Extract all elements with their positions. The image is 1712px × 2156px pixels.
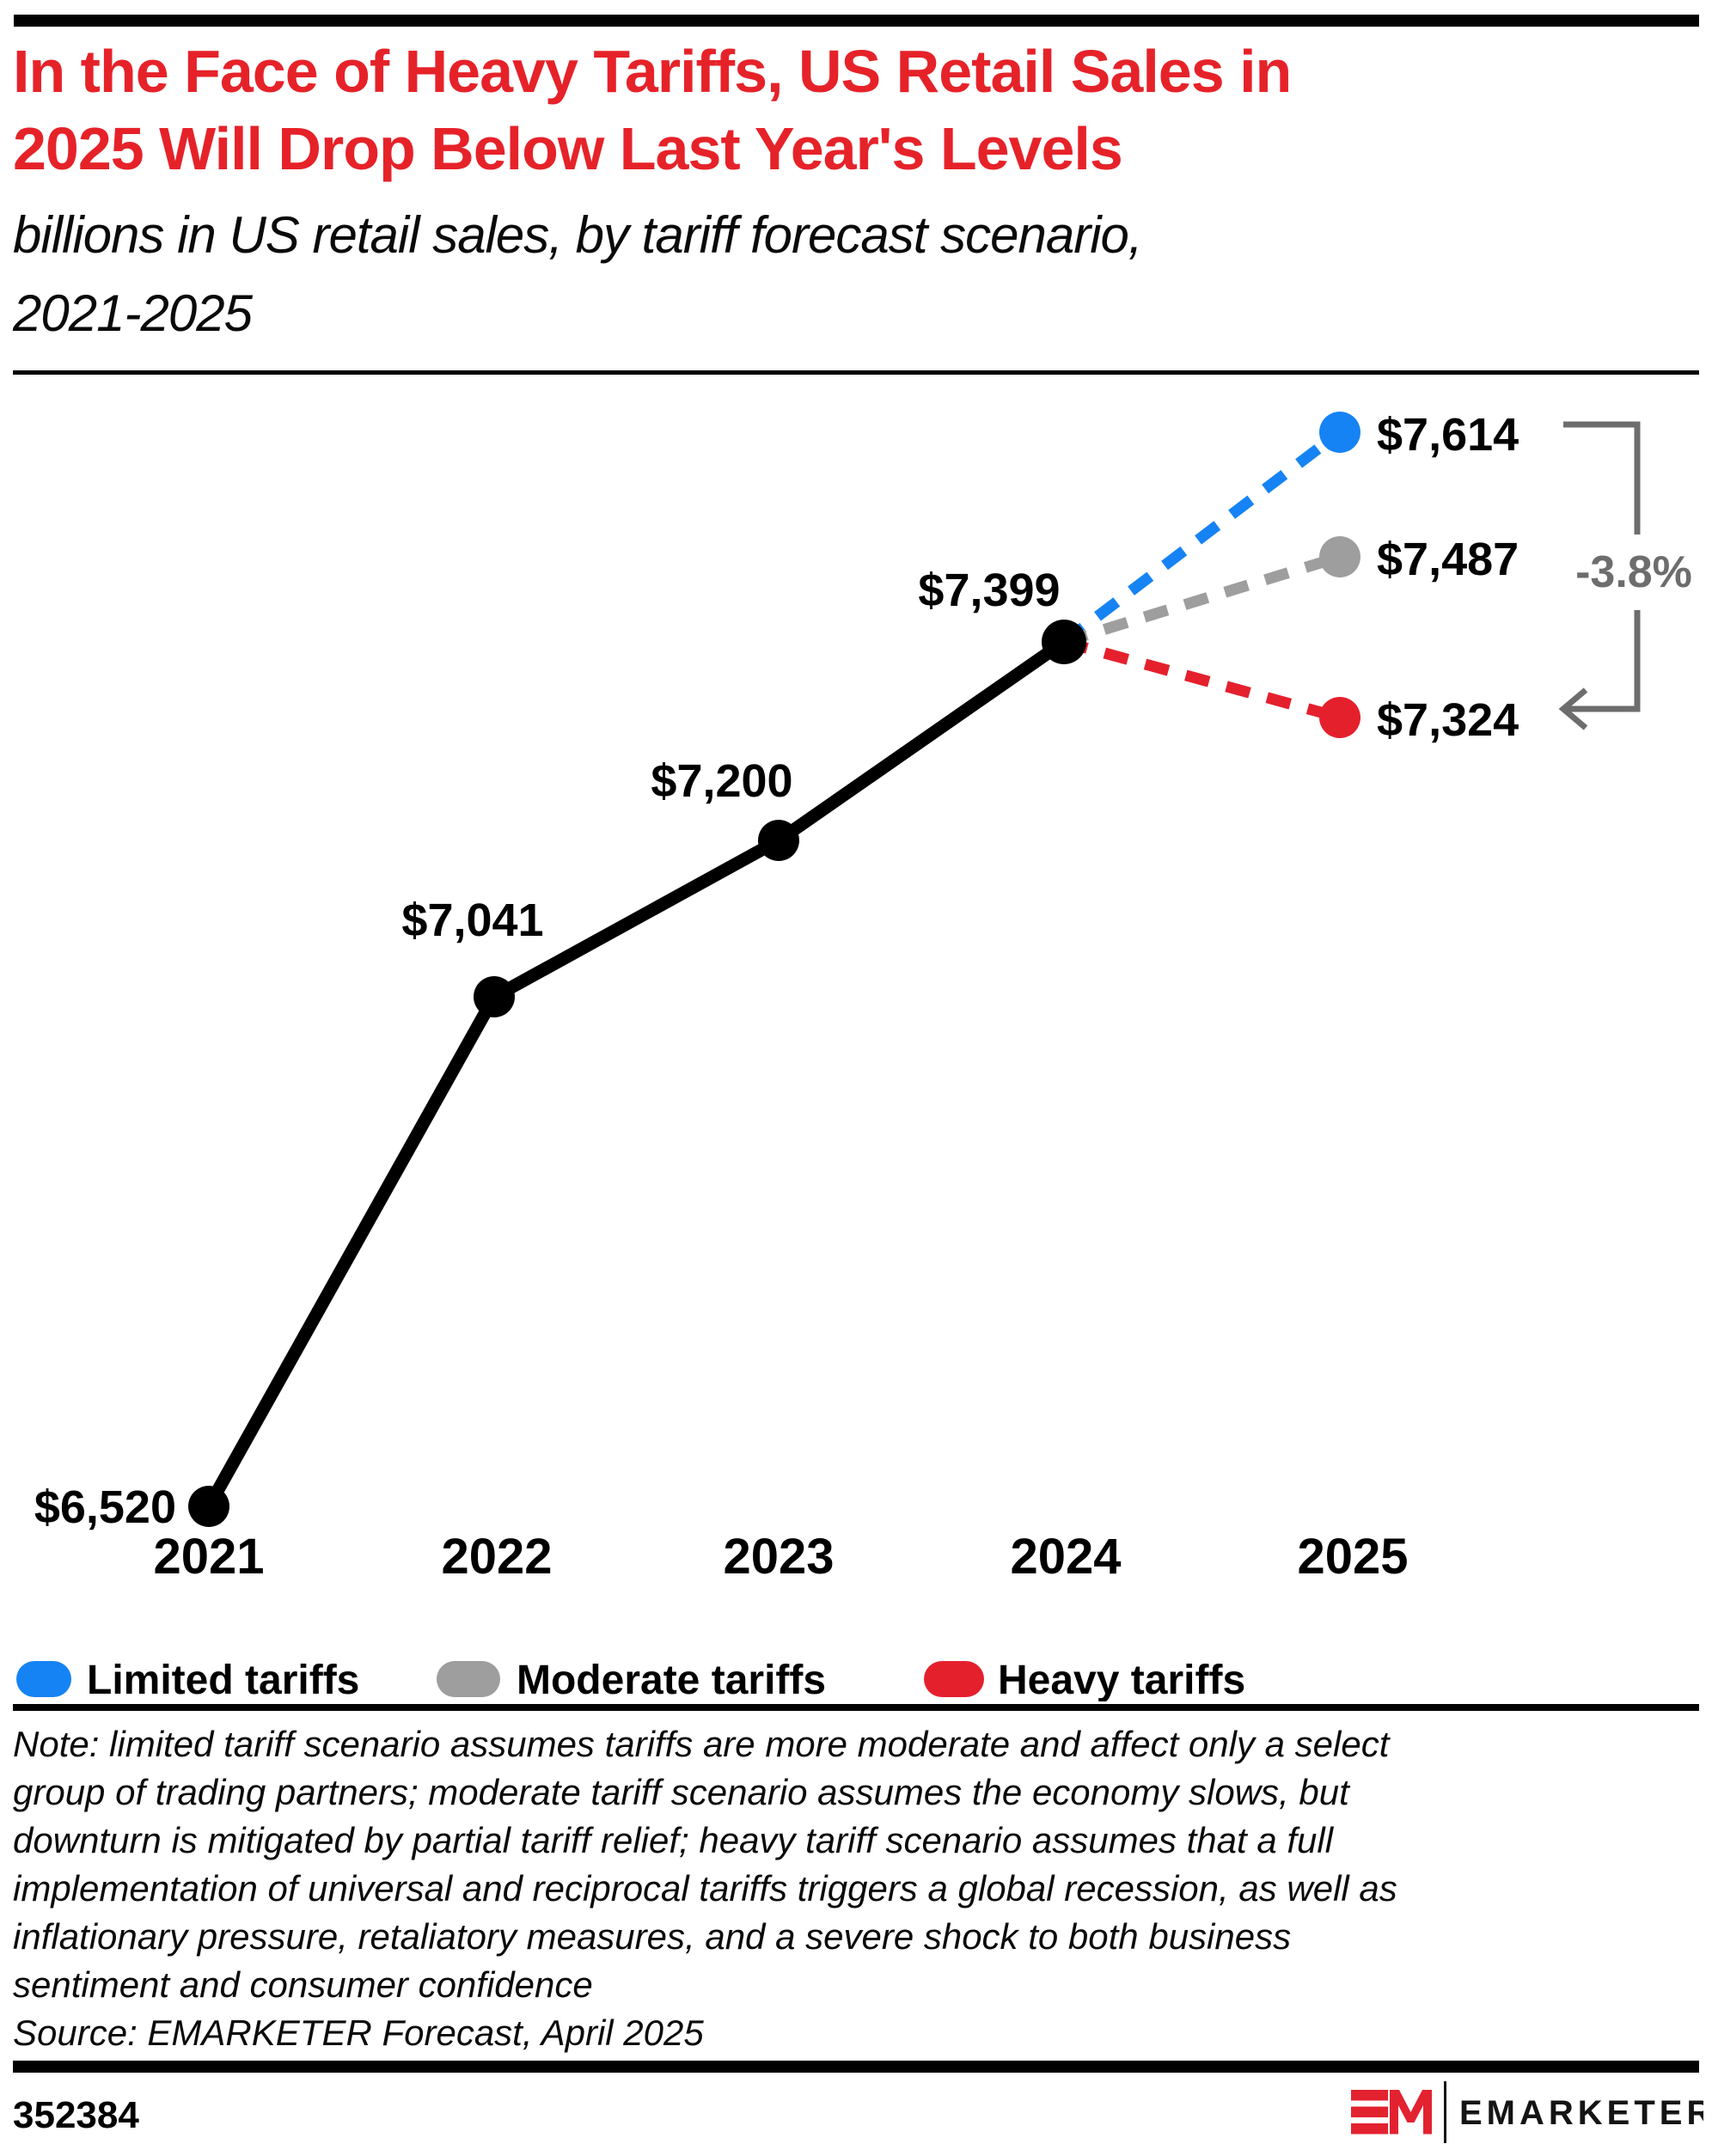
emarketer-logo-divider (1444, 2081, 1446, 2143)
label-2025-heavy: $7,324 (1377, 694, 1519, 746)
emarketer-logo-wordmark: EMARKETER (1459, 2094, 1703, 2132)
point-2021 (188, 1486, 229, 1527)
chart-legend: Limited tariffs Moderate tariffs Heavy t… (16, 1658, 1245, 1701)
label-2023: $7,200 (651, 755, 792, 807)
label-2025-limited: $7,614 (1377, 409, 1519, 461)
subtitle-line-1: billions in US retail sales, by tariff f… (13, 206, 1143, 264)
note-line: inflationary pressure, retaliatory measu… (13, 1916, 1292, 1957)
point-2025-heavy (1319, 697, 1360, 738)
title-line-2: 2025 Will Drop Below Last Year's Levels (13, 115, 1123, 182)
point-2025-moderate (1319, 536, 1360, 577)
label-2024: $7,399 (918, 565, 1060, 616)
page-title: In the Face of Heavy Tariffs, US Retail … (13, 33, 1663, 187)
limited-tariffs-line (1061, 427, 1343, 647)
legend-label-moderate: Moderate tariffs (517, 1658, 826, 1701)
note-line: implementation of universal and reciproc… (13, 1868, 1397, 1909)
emarketer-logo: EMARKETER (1351, 2081, 1703, 2143)
note-line: Note: limited tariff scenario assumes ta… (13, 1724, 1390, 1764)
title-line-1: In the Face of Heavy Tariffs, US Retail … (13, 38, 1292, 105)
note-separator (13, 1704, 1699, 1711)
point-2025-limited (1319, 412, 1360, 453)
source-line: Source: EMARKETER Forecast, April 2025 (13, 2012, 704, 2053)
point-2024 (1042, 620, 1086, 664)
pct-change-label: -3.8% (1575, 547, 1692, 597)
x-tick-2023: 2023 (723, 1529, 834, 1585)
heavy-tariffs-line (1062, 636, 1342, 724)
chart-id: 352384 (13, 2094, 139, 2136)
legend-swatch-moderate (437, 1661, 500, 1697)
page-subtitle: billions in US retail sales, by tariff f… (13, 196, 1680, 352)
x-tick-2021: 2021 (153, 1529, 264, 1585)
x-tick-2024: 2024 (1010, 1529, 1121, 1585)
top-rule (14, 15, 1699, 27)
note-line: downturn is mitigated by partial tariff … (13, 1820, 1334, 1860)
pct-bracket-arrow (1558, 687, 1588, 730)
footer-rule (13, 2061, 1699, 2073)
point-2023 (758, 820, 799, 861)
x-tick-2025: 2025 (1297, 1529, 1408, 1585)
label-2025-moderate: $7,487 (1377, 534, 1519, 585)
label-2021: $6,520 (34, 1481, 176, 1533)
x-tick-2022: 2022 (441, 1529, 552, 1585)
note-line: sentiment and consumer confidence (13, 1964, 593, 2005)
legend-label-limited: Limited tariffs (87, 1658, 359, 1701)
point-2022 (474, 976, 515, 1017)
subtitle-line-2: 2021-2025 (13, 284, 253, 342)
moderate-tariffs-line (1062, 551, 1342, 648)
emarketer-logo-em-icon (1351, 2090, 1432, 2135)
historical-line (203, 636, 1068, 1510)
footnote: Note: limited tariff scenario assumes ta… (13, 1720, 1689, 2057)
legend-swatch-limited (16, 1661, 71, 1697)
pct-label-backdrop (1564, 534, 1707, 610)
label-2022: $7,041 (401, 895, 543, 946)
title-separator (13, 370, 1699, 375)
line-chart: $6,520 $7,041 $7,200 $7,399 $7,614 $7,48… (16, 409, 1707, 1701)
legend-swatch-heavy (924, 1661, 984, 1697)
legend-label-heavy: Heavy tariffs (998, 1658, 1245, 1701)
note-line: group of trading partners; moderate tari… (13, 1772, 1349, 1812)
